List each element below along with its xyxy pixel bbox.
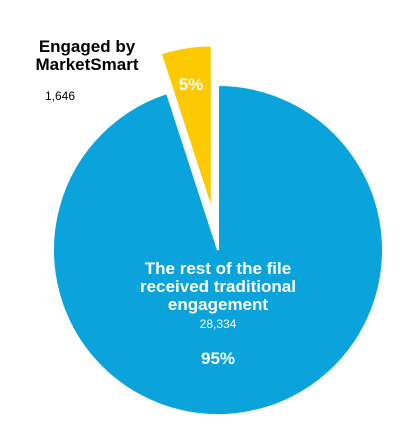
slice-label: Engaged by MarketSmart bbox=[35, 37, 139, 74]
percent-label: 5% bbox=[178, 75, 204, 94]
count-label: 1,646 bbox=[44, 89, 76, 103]
slice-label: The rest of the file received traditiona… bbox=[140, 259, 296, 314]
pie-slice bbox=[52, 83, 384, 416]
count-label: 28,334 bbox=[199, 317, 237, 331]
percent-label: 95% bbox=[200, 349, 236, 368]
pie-slice bbox=[159, 44, 213, 211]
